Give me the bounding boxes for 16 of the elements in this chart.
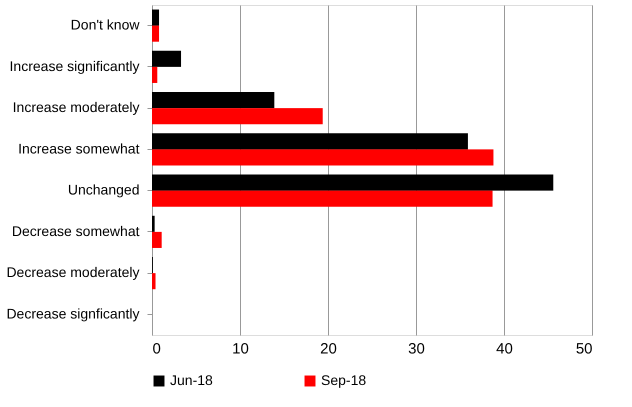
legend-label: Jun-18 xyxy=(170,372,214,388)
y-tick-label: Unchanged xyxy=(68,182,140,198)
y-tick-label: Increase significantly xyxy=(10,58,140,74)
x-tick-label: 50 xyxy=(576,340,592,358)
y-tick-label: Decrease signficantly xyxy=(6,305,140,322)
x-tick-label: 30 xyxy=(408,340,425,358)
y-tick-label: Increase somewhat xyxy=(18,140,140,156)
x-tick-label: 0 xyxy=(152,340,161,358)
y-tick-label: Increase moderately xyxy=(12,99,140,116)
y-tick-label: Decrease somewhat xyxy=(12,222,140,239)
y-tick-label: Decrease moderately xyxy=(6,264,140,280)
x-tick-label: 20 xyxy=(320,340,337,358)
x-tick-label: 10 xyxy=(232,340,249,358)
legend-label: Sep-18 xyxy=(321,372,366,388)
y-tick-label: Don't know xyxy=(70,16,140,33)
x-tick-label: 40 xyxy=(496,340,513,358)
